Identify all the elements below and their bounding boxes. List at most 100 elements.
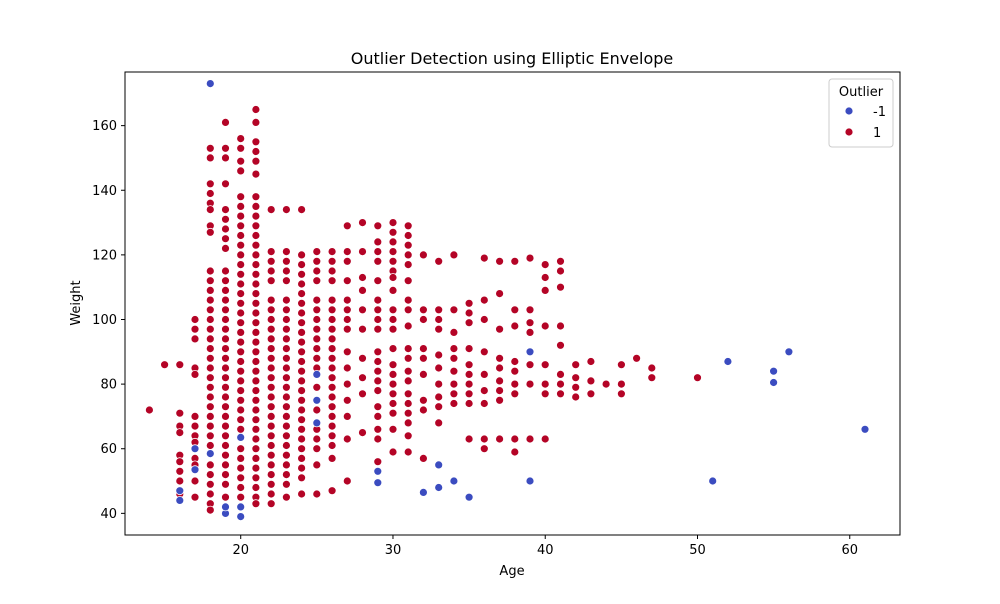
inlier-point [342, 476, 352, 486]
y-tick-label: 40 [100, 507, 117, 522]
inlier-point [281, 363, 291, 373]
inlier-point [571, 360, 581, 370]
inlier-point [221, 450, 230, 460]
inlier-point [266, 305, 276, 315]
inlier-point [464, 308, 474, 318]
inlier-point [358, 428, 367, 438]
inlier-point [418, 344, 428, 354]
inlier-point [342, 295, 352, 305]
y-tick-label: 60 [100, 442, 117, 457]
inlier-point [342, 347, 352, 357]
inlier-point [236, 156, 246, 166]
inlier-point [358, 389, 367, 399]
inlier-point [236, 366, 246, 376]
inlier-point [205, 205, 215, 215]
outlier-point [236, 432, 246, 442]
inlier-point [190, 411, 200, 421]
inlier-point [434, 363, 444, 373]
inlier-point [342, 395, 352, 405]
inlier-point [190, 315, 200, 324]
inlier-point [281, 402, 291, 412]
inlier-point [510, 357, 520, 366]
inlier-point [160, 360, 170, 370]
inlier-point [221, 285, 230, 295]
inlier-point [479, 347, 489, 357]
inlier-point [221, 324, 230, 334]
inlier-point [297, 298, 307, 308]
inlier-point [586, 389, 596, 399]
outlier-point [236, 502, 246, 512]
inlier-point [373, 376, 383, 386]
outlier-point [205, 79, 215, 88]
inlier-point [251, 269, 261, 279]
inlier-point [297, 434, 307, 444]
inlier-point [464, 379, 474, 389]
inlier-point [205, 305, 215, 315]
inlier-point [281, 295, 291, 305]
inlier-point [403, 221, 413, 231]
x-tick-label: 50 [689, 543, 706, 558]
inlier-point [388, 285, 398, 295]
inlier-point [266, 411, 276, 421]
inlier-point [373, 295, 383, 305]
plot-frame [124, 71, 901, 536]
inlier-point [312, 405, 322, 415]
inlier-point [266, 499, 276, 509]
inlier-point [297, 444, 307, 454]
x-tick-label: 30 [385, 543, 402, 558]
inlier-point [236, 444, 246, 454]
inlier-point [281, 479, 291, 489]
inlier-point [281, 492, 291, 502]
inlier-point [479, 315, 489, 324]
inlier-point [251, 118, 261, 127]
inlier-point [495, 256, 505, 266]
inlier-point [342, 434, 352, 444]
outlier-point [418, 487, 428, 497]
inlier-point [495, 376, 505, 386]
inlier-point [266, 276, 276, 286]
inlier-point [205, 489, 215, 499]
inlier-point [221, 363, 230, 373]
inlier-point [251, 289, 261, 299]
inlier-point [403, 366, 413, 376]
y-axis-label: Weight [69, 280, 84, 325]
y-tick-label: 160 [92, 119, 117, 134]
inlier-point [434, 392, 444, 402]
ticks-layer: 20 30 40 50 60 40 60 80 100 120 140 160 [92, 119, 858, 558]
inlier-point [281, 431, 291, 441]
inlier-point [175, 408, 185, 418]
inlier-point [617, 379, 626, 389]
inlier-point [510, 321, 520, 331]
inlier-point [205, 334, 215, 344]
inlier-point [556, 389, 565, 399]
inlier-point [327, 247, 337, 257]
inlier-point [358, 247, 367, 257]
inlier-point [525, 253, 535, 263]
inlier-point [373, 305, 383, 315]
inlier-point [251, 444, 261, 454]
inlier-point [236, 453, 246, 463]
inlier-point [221, 421, 230, 431]
inlier-point [312, 324, 322, 334]
inlier-point [495, 353, 505, 363]
inlier-point [571, 382, 581, 392]
inlier-point [281, 205, 291, 215]
inlier-point [388, 379, 398, 389]
outlier-point [221, 502, 230, 512]
inlier-point [358, 305, 367, 315]
inlier-point [418, 453, 428, 463]
inlier-point [525, 318, 535, 328]
inlier-point [205, 153, 215, 163]
outlier-point [175, 486, 185, 496]
inlier-point [281, 470, 291, 480]
inlier-point [281, 305, 291, 315]
inlier-point [251, 347, 261, 357]
inlier-point [449, 353, 459, 363]
outlier-point [525, 347, 535, 357]
inlier-point [266, 373, 276, 383]
inlier-point [327, 334, 337, 344]
inlier-point [236, 405, 246, 415]
inlier-point [251, 405, 261, 415]
inlier-point [205, 421, 215, 431]
